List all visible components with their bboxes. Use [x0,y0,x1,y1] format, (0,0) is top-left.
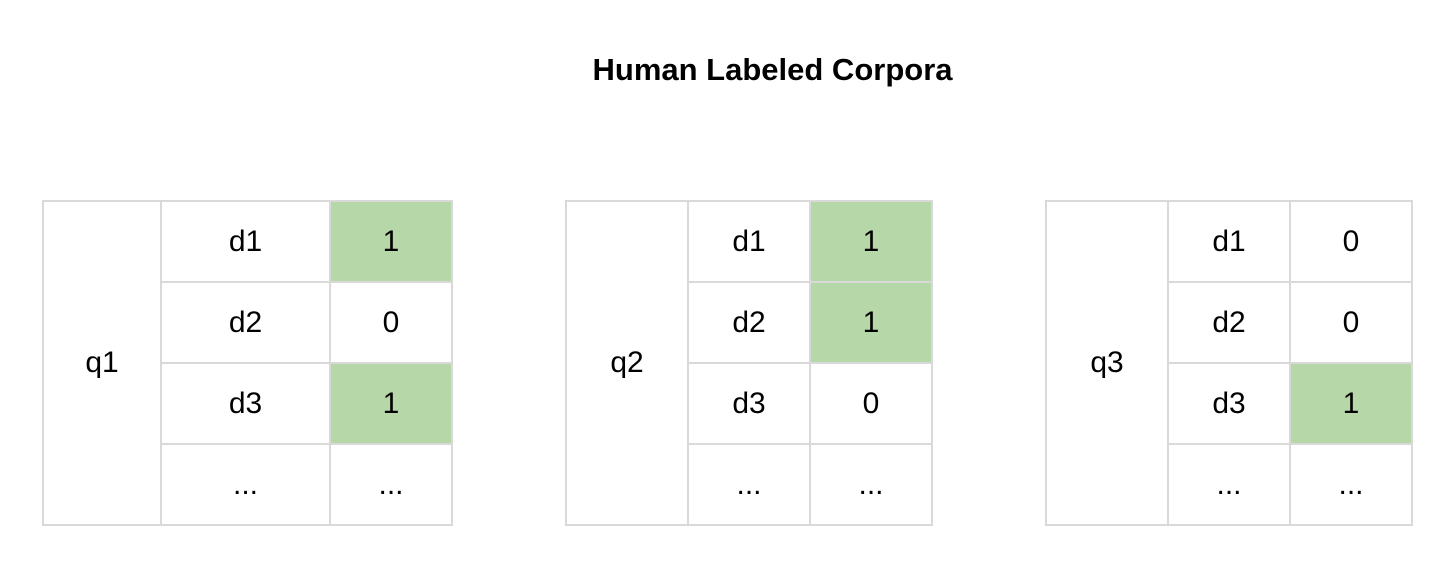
query-table-q3: q3 d1 0 d2 0 d3 1...... [1045,200,1413,526]
table-row: d3 1 [43,362,453,445]
table-row: q3 d1 0 [1045,200,1413,526]
relevance-label-cell: 1 [329,362,453,445]
relevance-label-cell: ... [329,443,453,526]
table-row: q2 d1 1 [565,200,933,526]
table-row: d2 0 [43,281,453,364]
relevance-label-cell: 1 [1289,362,1413,445]
table-row: d2 0 [1046,281,1413,364]
diagram-title: Human Labeled Corpora [592,52,953,87]
document-cell: d1 [687,200,811,283]
document-cell: d2 [160,281,331,364]
table-row: d2 1 [566,281,933,364]
table-row: ...... [43,443,453,526]
query-table-q2: q2 d1 1 d2 1 d3 0...... [565,200,933,526]
table-row: ...... [1046,443,1413,526]
relevance-label-cell: 0 [809,362,933,445]
relevance-label-cell: 1 [329,200,453,283]
document-cell: ... [1167,443,1291,526]
table-row: d3 0 [566,362,933,445]
relevance-label-cell: 0 [329,281,453,364]
document-cell: d2 [1167,281,1291,364]
query-table-q1: q1 d1 1 d2 0 d3 1...... [42,200,453,526]
table-row: d3 1 [1046,362,1413,445]
relevance-label-cell: 1 [809,281,933,364]
relevance-label-cell: ... [809,443,933,526]
document-cell: ... [160,443,331,526]
relevance-label-cell: 0 [1289,200,1413,283]
query-cell: q1 [42,200,162,526]
document-cell: d1 [1167,200,1291,283]
document-cell: d1 [160,200,331,283]
relevance-label-cell: 1 [809,200,933,283]
table-row: ...... [566,443,933,526]
query-cell: q3 [1045,200,1169,526]
document-cell: d2 [687,281,811,364]
document-cell: ... [687,443,811,526]
document-cell: d3 [160,362,331,445]
document-cell: d3 [1167,362,1291,445]
query-cell: q2 [565,200,689,526]
table-row: q1 d1 1 [42,200,453,526]
document-cell: d3 [687,362,811,445]
relevance-label-cell: 0 [1289,281,1413,364]
relevance-label-cell: ... [1289,443,1413,526]
